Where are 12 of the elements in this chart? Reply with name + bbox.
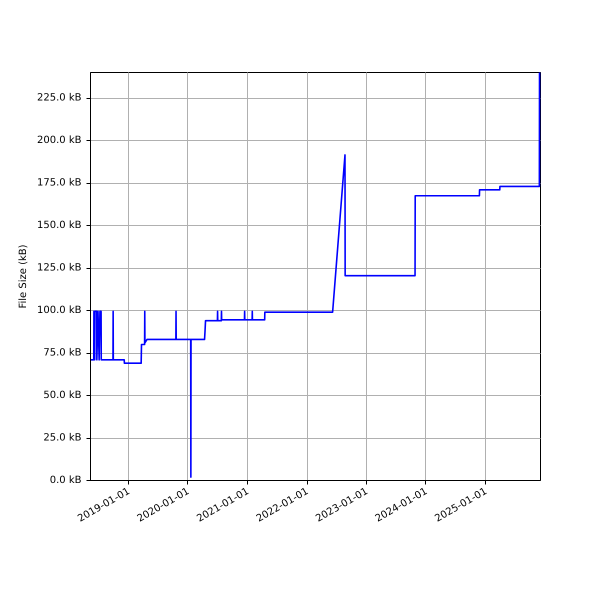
line-series: [90, 72, 540, 478]
y-tick-label: 100.0 kB: [37, 305, 82, 316]
y-tick-label: 50.0 kB: [43, 390, 82, 401]
y-tick-label: 150.0 kB: [37, 220, 82, 231]
y-tick-label: 200.0 kB: [37, 135, 82, 146]
y-tick-label: 175.0 kB: [37, 178, 82, 188]
y-axis-title: File Size (kB): [18, 244, 30, 309]
y-tick-label: 0.0 kB: [50, 475, 82, 486]
y-tick-label: 125.0 kB: [37, 262, 82, 274]
y-tick-label: 25.0 kB: [43, 432, 82, 444]
y-tick-label: 225.0 kB: [37, 92, 82, 104]
y-tick-label: 75.0 kB: [43, 348, 82, 358]
